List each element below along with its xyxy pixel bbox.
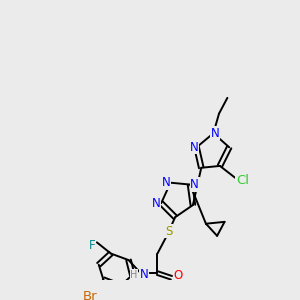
Text: N: N bbox=[211, 127, 220, 140]
Text: N: N bbox=[161, 176, 170, 189]
Text: N: N bbox=[140, 268, 149, 281]
Text: N: N bbox=[189, 141, 198, 154]
Text: S: S bbox=[165, 225, 172, 238]
Text: H: H bbox=[130, 270, 138, 280]
Text: F: F bbox=[89, 239, 95, 252]
Text: N: N bbox=[190, 178, 199, 191]
Text: O: O bbox=[173, 269, 183, 282]
Text: Cl: Cl bbox=[236, 174, 249, 187]
Text: Br: Br bbox=[83, 290, 98, 300]
Text: N: N bbox=[152, 197, 161, 210]
